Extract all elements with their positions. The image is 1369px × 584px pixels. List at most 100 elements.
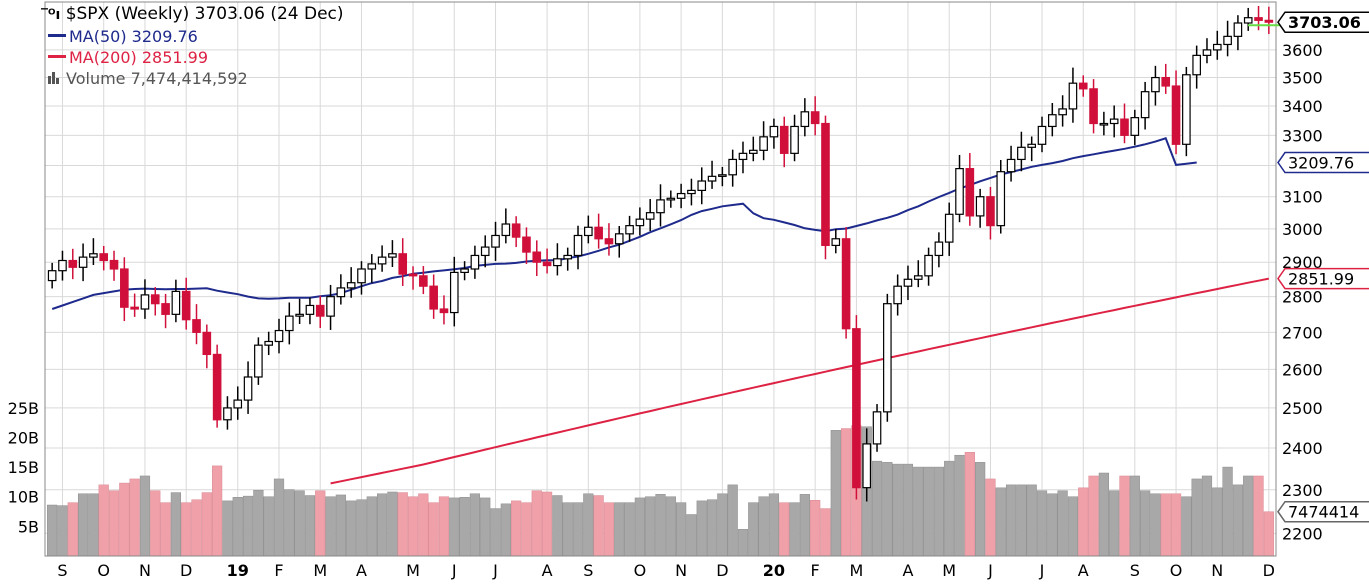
ma200-path [330, 277, 1269, 485]
value-tag-last: 3703.06 [1277, 11, 1369, 33]
volume-bar [1088, 475, 1099, 557]
candle-body [1140, 91, 1150, 119]
volume-bar [913, 466, 924, 557]
candle-body [1202, 49, 1212, 56]
legend-volume: Volume 7,474,414,592 [66, 69, 248, 88]
volume-bar [1181, 496, 1192, 557]
candle-body [903, 278, 913, 287]
candle-body [604, 238, 614, 245]
candle [120, 257, 129, 322]
candle-body [759, 136, 768, 151]
candle [99, 245, 109, 271]
candle-body [367, 263, 377, 270]
volume-bar [1109, 490, 1120, 557]
time-tick-label: J [451, 561, 457, 580]
candle [1120, 103, 1129, 144]
candle [336, 274, 346, 305]
candle [676, 183, 686, 209]
volume-bar [727, 484, 738, 557]
candle [1182, 66, 1191, 157]
candle-body [140, 294, 150, 310]
volume-bar [840, 428, 852, 557]
candle [357, 261, 366, 295]
candle-body [645, 212, 655, 220]
candle [449, 256, 459, 327]
volume-bar [490, 508, 501, 557]
value-tag-box [1277, 500, 1369, 523]
candle [1027, 136, 1037, 162]
chart-legend: ̅ᴼı $SPX (Weekly) 3703.06 (24 Dec) MA(50… [48, 4, 344, 89]
candle [697, 167, 707, 205]
candle-body [398, 253, 408, 275]
candle [944, 202, 954, 256]
candle-body [924, 254, 933, 277]
price-tick-label: 3100 [1282, 188, 1323, 207]
volume-bar [459, 497, 470, 557]
candle-body [1017, 146, 1026, 161]
candle [738, 141, 748, 174]
candle-body [1192, 54, 1201, 76]
candle-body [1151, 76, 1160, 93]
volume-bar [181, 502, 192, 557]
candle [346, 267, 356, 298]
value-tag-box [1277, 151, 1369, 174]
candle-body [738, 152, 748, 161]
ma50-path [51, 137, 1197, 310]
volume-bar [119, 482, 130, 557]
candle [841, 227, 851, 339]
value-tag-volume: 7474414 [1277, 500, 1369, 523]
candle [1006, 145, 1016, 182]
candle-body [120, 268, 129, 308]
candle [1233, 15, 1243, 51]
volume-bar [1016, 484, 1027, 557]
volume-bar [572, 502, 584, 557]
price-tick-label: 3000 [1282, 220, 1323, 239]
candle [1017, 131, 1026, 172]
candle-body [254, 344, 263, 378]
candle-body [542, 261, 552, 267]
candle-body [522, 236, 531, 253]
volume-bar [500, 503, 511, 557]
volume-bar [985, 478, 996, 557]
candle [614, 226, 624, 258]
candle-body [501, 223, 511, 237]
volume-bar [1057, 490, 1068, 557]
candle [511, 216, 521, 247]
candle [821, 115, 830, 260]
candle-body [377, 256, 387, 265]
volume-bar [995, 487, 1006, 557]
candle-body [553, 258, 562, 267]
time-tick-label: F [811, 561, 820, 580]
candle [202, 324, 212, 369]
legend-ma50-row: MA(50) 3209.76 [48, 26, 344, 47]
candle-body [584, 226, 593, 237]
volume-bar [376, 493, 388, 557]
time-tick-label: N [675, 561, 687, 580]
candle-body [707, 175, 717, 182]
candle-body [326, 296, 335, 317]
candle-body [78, 256, 88, 268]
volume-bar [748, 502, 759, 557]
candle-body [1006, 158, 1016, 173]
candle-body [99, 253, 109, 262]
volume-tick-label: 10B [8, 488, 39, 507]
candle [181, 277, 191, 330]
chart-type-icon: ̅ᴼı [48, 7, 61, 23]
candle-body [223, 407, 232, 421]
candle-body [563, 254, 573, 260]
candle-body [965, 168, 975, 217]
volume-tick-label: 25B [8, 399, 39, 418]
volume-bars [47, 425, 1274, 557]
candle-body [192, 319, 201, 333]
candle [553, 243, 562, 276]
candle [150, 287, 160, 316]
candle [58, 250, 67, 281]
candle [522, 227, 531, 264]
value-tag-box [1277, 11, 1369, 33]
candle-body [1099, 122, 1109, 126]
candle-body [47, 270, 57, 282]
candle-body [748, 149, 758, 154]
volume-bar [387, 491, 398, 557]
candle [1223, 20, 1232, 57]
